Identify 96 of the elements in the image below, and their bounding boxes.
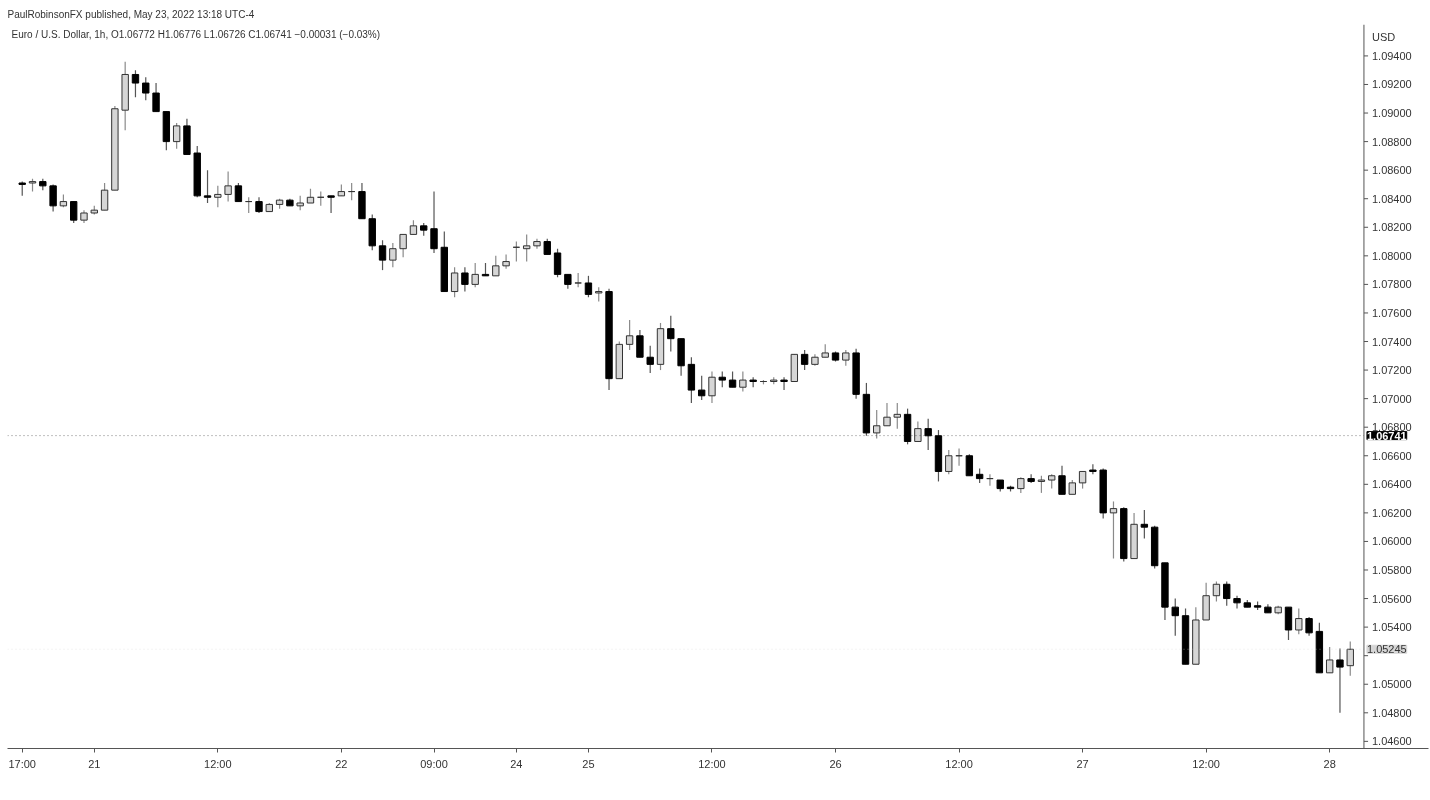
x-tick-label: 12:00 [204,757,232,770]
candlestick [100,182,109,211]
candlestick [584,275,593,298]
candlestick [574,272,582,288]
candlestick [553,248,562,278]
x-tick-label: 22 [335,757,348,770]
candlestick [131,69,140,98]
candlestick [914,420,922,443]
x-tick-label: 28 [1323,757,1336,770]
x-tick-label: 21 [88,757,101,770]
candlestick [471,262,479,288]
candlestick [800,349,809,371]
candlestick [708,370,716,404]
x-tick-label: 24 [510,757,523,770]
candlestick [522,233,531,263]
candlestick [1140,509,1149,540]
candlestick [636,329,644,358]
candlestick [70,200,78,224]
candlestick [450,266,459,298]
y-tick-label: 1.08000 [1371,249,1412,262]
candlestick [1223,580,1231,607]
candlestick [1109,500,1118,560]
candlestick [1212,580,1221,603]
candlestick [502,253,510,270]
candlestick [965,453,974,477]
ref-line-label: 1.05245 [1366,643,1407,656]
candlestick [152,82,160,113]
candlestick [1171,597,1179,637]
y-tick-label: 1.05600 [1371,592,1412,605]
candlestick [1058,465,1066,495]
x-tick-label: 27 [1076,757,1089,770]
candlestick [945,449,953,475]
candlestick [1336,647,1344,714]
y-tick-label: 1.07400 [1371,335,1412,348]
candlestick [203,169,212,204]
y-tick-label: 1.06000 [1371,535,1412,548]
y-tick-label: 1.08800 [1371,135,1412,148]
y-tick-label: 1.08400 [1371,192,1412,205]
candlestick [667,315,675,353]
candlestick [646,345,654,374]
x-tick-label: 12:00 [945,757,973,770]
candlestick [873,409,881,440]
candlestick [1295,607,1303,635]
candlestick [378,239,387,271]
candlestick [924,418,932,451]
candlestick [224,170,232,203]
y-tick-label: 1.07000 [1371,392,1412,405]
y-tick-label: 1.08200 [1371,221,1412,234]
x-tick-label: 12:00 [698,757,726,770]
candlestick [234,182,243,203]
y-tick-label: 1.06400 [1371,478,1412,491]
x-tick-label: 26 [829,757,842,770]
x-tick-label: 17:00 [8,757,36,770]
y-tick-label: 1.07600 [1371,306,1412,319]
candlestick [893,402,901,430]
candlestick [697,375,706,401]
candlestick [492,255,500,277]
candlestick [1346,640,1354,677]
y-tick-label: 1.05800 [1371,564,1412,576]
candlestick [1027,473,1035,484]
y-tick-label: 1.04800 [1371,706,1412,719]
y-tick-label: 1.07200 [1371,364,1412,377]
candlestick [142,76,150,101]
candlestick [1305,616,1313,637]
candlestick [49,183,57,213]
y-tick-label: 1.09000 [1371,107,1412,120]
candlestick [172,122,181,150]
x-tick-label: 12:00 [1192,757,1220,770]
y-tick-label: 1.06200 [1371,506,1412,519]
candlestick [461,266,469,293]
text: PaulRobinsonFX published, May 23, 2022 13:18 UTC-4 [7,8,255,20]
y-tick-label: 1.06600 [1371,449,1412,462]
x-tick-label: 25 [582,757,595,770]
y-tick-label: 1.09200 [1371,78,1412,91]
y-axis-title: USD [1371,30,1396,43]
y-tick-label: 1.09400 [1371,49,1412,62]
candlestick [399,233,407,258]
candlestick [739,370,747,393]
candlestick [625,319,634,351]
y-tick-label: 1.04600 [1371,735,1412,748]
y-tick-label: 1.05000 [1371,678,1412,691]
y-tick-label: 1.08600 [1371,164,1412,177]
x-tick-label: 09:00 [420,757,448,770]
y-tick-label: 1.05400 [1371,621,1412,634]
candlestick [883,402,891,427]
candlestick [430,190,438,254]
candlestick [389,242,397,268]
chart-title: Euro / U.S. Dollar, 1h, O1.06772 H1.06776 L1.06726 C1.06741 −0.00031 (−0.03%) [11,28,381,40]
candlestick [780,376,788,391]
candlestick [1089,463,1097,475]
candlestick [1233,595,1241,610]
candlestick [214,185,222,208]
candlestick [1284,606,1293,641]
candlestick [1325,646,1334,674]
candlestick [327,195,335,214]
y-tick-label: 1.07800 [1371,278,1412,291]
